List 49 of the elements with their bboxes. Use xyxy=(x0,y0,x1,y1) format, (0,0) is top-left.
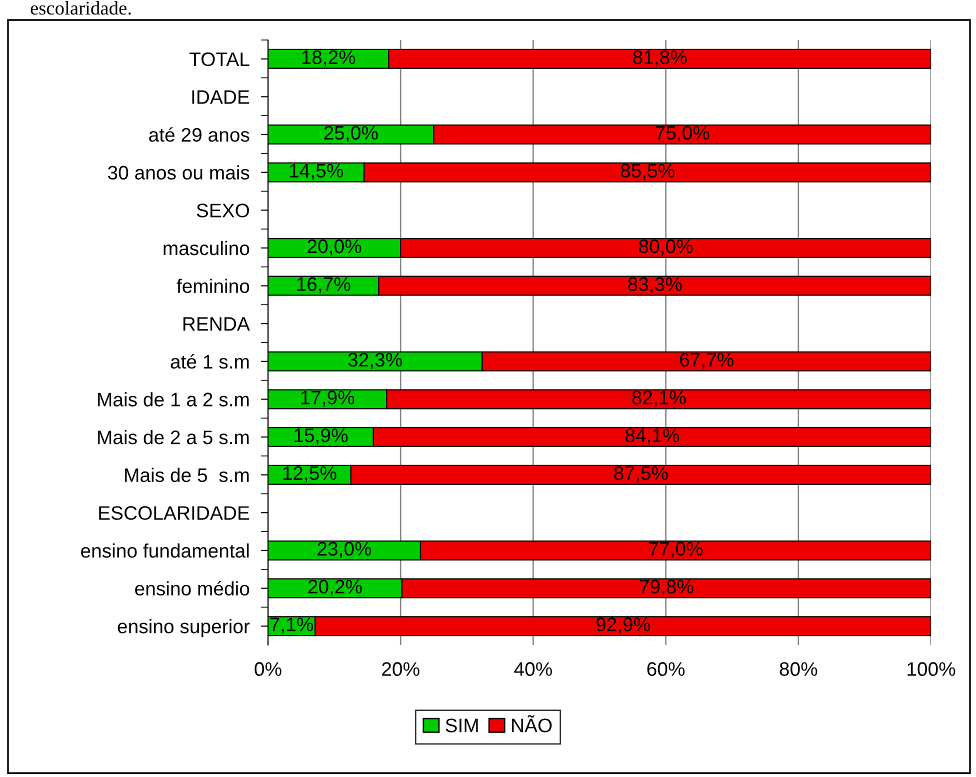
x-tick-label: 20% xyxy=(382,662,420,676)
y-tick-label: SEXO xyxy=(196,204,250,218)
y-tick-label: IDADE xyxy=(192,90,250,104)
data-label: 79,8% xyxy=(640,580,694,596)
y-tick-label: ensino médio xyxy=(135,581,250,596)
data-label: 12,5% xyxy=(283,466,336,482)
data-label: 16,7% xyxy=(297,277,350,294)
data-label: 14,5% xyxy=(290,164,343,180)
legend-label: SIM xyxy=(446,718,478,732)
data-label: 82,1% xyxy=(632,390,686,407)
y-tick-label: ensino fundamental xyxy=(81,543,249,558)
y-tick-label: 30 anos ou mais xyxy=(108,165,250,180)
data-label: 7,1% xyxy=(270,618,314,634)
data-label: 15,9% xyxy=(294,428,348,445)
data-label: 25,0% xyxy=(324,126,378,142)
data-label: 75,0% xyxy=(656,126,710,142)
data-label: 18,2% xyxy=(302,50,356,66)
data-label: 83,3% xyxy=(628,277,682,294)
y-tick-label: ESCOLARIDADE xyxy=(99,506,250,520)
y-tick-label: Mais de 5 s.m xyxy=(125,468,249,482)
y-tick-label: Mais de 1 a 2 s.m xyxy=(98,392,249,406)
y-tick-label: ensino superior xyxy=(118,619,250,638)
y-tick-label: feminino xyxy=(176,278,250,294)
data-label: 85,5% xyxy=(620,164,674,180)
data-label: 67,7% xyxy=(680,352,734,369)
y-tick-label: até 1 s.m xyxy=(170,354,249,369)
data-label: 32,3% xyxy=(348,352,402,369)
data-label: 20,0% xyxy=(308,239,362,256)
x-tick-label: 60% xyxy=(647,662,685,676)
data-label: 17,9% xyxy=(301,390,354,407)
data-label: 81,8% xyxy=(633,50,687,66)
x-tick-label: 40% xyxy=(514,662,552,676)
data-label: 87,5% xyxy=(614,466,668,482)
text: escolaridade. xyxy=(30,1,131,15)
data-label: 84,1% xyxy=(625,428,680,445)
y-tick-label: RENDA xyxy=(183,317,250,331)
x-tick-label: 80% xyxy=(780,662,818,676)
y-tick-label: TOTAL xyxy=(189,52,250,66)
data-label: 80,0% xyxy=(639,239,693,256)
y-tick-label: Mais de 2 a 5 s.m xyxy=(98,430,249,444)
data-label: 92,9% xyxy=(596,618,650,634)
x-tick-label: 100% xyxy=(908,662,956,676)
x-tick-label: 0% xyxy=(254,662,282,676)
legend-label: NÃO xyxy=(512,715,552,732)
data-label: 77,0% xyxy=(649,542,703,558)
y-tick-label: até 29 anos xyxy=(149,127,250,142)
data-label: 23,0% xyxy=(318,542,372,558)
y-tick-label: masculino xyxy=(164,240,250,256)
data-label: 20,2% xyxy=(308,580,362,596)
